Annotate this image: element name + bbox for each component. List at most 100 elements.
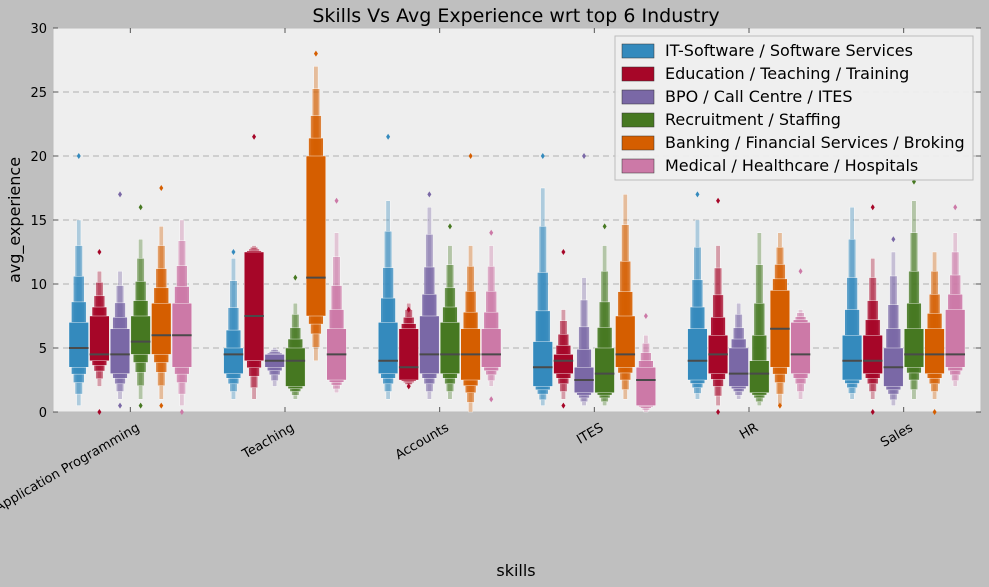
boxen-group <box>223 249 244 400</box>
legend-swatch <box>621 66 655 82</box>
y-tick-label: 0 <box>39 406 47 421</box>
legend-entry-label: BPO / Call Centre / ITES <box>665 87 853 106</box>
boxen-group <box>326 197 347 394</box>
outlier-point <box>540 153 545 159</box>
boxen-group <box>903 178 924 400</box>
boxen-box <box>110 328 131 374</box>
legend-entry-label: Education / Teaching / Training <box>665 64 909 83</box>
outlier-point <box>891 236 896 243</box>
boxen-box <box>89 315 110 361</box>
outlier-point <box>695 191 700 198</box>
boxen-group <box>749 232 770 406</box>
boxen-group <box>151 185 172 409</box>
y-tick-label: 10 <box>30 278 47 293</box>
y-tick-label: 25 <box>30 86 47 101</box>
outlier-point <box>406 383 411 390</box>
boxen-group <box>769 232 790 409</box>
boxen-group <box>378 133 399 400</box>
boxen-box <box>790 322 811 374</box>
y-tick-label: 30 <box>30 22 47 37</box>
outlier-point <box>561 402 566 409</box>
boxen-group <box>862 204 883 415</box>
boxen-box <box>398 328 419 381</box>
outlier-point <box>293 274 298 281</box>
boxen-group <box>615 194 636 400</box>
boxen-box <box>594 347 615 393</box>
boxen-box <box>903 328 924 368</box>
outlier-point <box>716 409 721 415</box>
boxen-group <box>481 229 502 403</box>
outlier-point <box>777 402 782 409</box>
boxen-box <box>553 354 574 374</box>
boxen-group <box>687 191 708 400</box>
legend-swatch <box>621 135 655 151</box>
outlier-point <box>76 153 81 159</box>
boxen-group <box>130 204 151 409</box>
boxen-box <box>532 341 553 387</box>
chart-title: Skills Vs Avg Experience wrt top 6 Indus… <box>312 5 719 27</box>
boxen-box <box>862 335 883 374</box>
outlier-point <box>932 409 937 415</box>
outlier-point <box>118 191 123 198</box>
boxen-box <box>615 315 636 368</box>
outlier-point <box>489 229 494 236</box>
boxen-box <box>439 322 460 374</box>
boxen-group <box>244 133 265 400</box>
boxen-box <box>378 322 399 374</box>
outlier-point <box>159 185 164 191</box>
boxen-group <box>171 219 192 415</box>
boxen-group <box>439 223 460 400</box>
y-axis-label: avg_experience <box>5 157 25 283</box>
legend-entry-label: Medical / Healthcare / Hospitals <box>665 156 918 175</box>
outlier-point <box>386 133 391 140</box>
boxen-box <box>924 328 945 374</box>
boxen-series <box>68 50 966 415</box>
boxen-box <box>749 360 770 393</box>
boxen-box <box>945 309 966 368</box>
legend-entry-label: IT-Software / Software Services <box>665 41 913 60</box>
outlier-point <box>953 204 958 211</box>
outlier-point <box>334 197 339 204</box>
outlier-point <box>602 223 607 230</box>
outlier-point <box>97 409 102 415</box>
outlier-point <box>798 268 803 275</box>
boxen-box <box>68 322 89 368</box>
boxen-group <box>945 204 966 387</box>
legend-swatch <box>621 43 655 59</box>
outlier-point <box>870 409 875 415</box>
boxen-box <box>481 328 502 368</box>
boxen-group <box>285 274 306 400</box>
outlier-point <box>159 402 164 409</box>
outlier-point <box>582 153 587 159</box>
outlier-point <box>313 50 318 57</box>
outlier-point <box>643 313 648 319</box>
legend-entry-label: Banking / Financial Services / Broking <box>665 133 965 152</box>
boxen-box <box>305 155 326 317</box>
outlier-point <box>716 197 721 204</box>
boxen-group <box>594 223 615 406</box>
boxen-box <box>130 315 151 355</box>
boxen-box <box>244 251 265 362</box>
boxen-box <box>151 303 172 355</box>
legend: IT-Software / Software Services Education… <box>614 35 974 181</box>
boxen-group <box>553 249 574 409</box>
outlier-point <box>489 396 494 403</box>
boxen-box <box>419 315 440 374</box>
outlier-point <box>231 249 236 255</box>
legend-swatch <box>621 89 655 105</box>
outlier-point <box>406 306 411 313</box>
legend-entry-label: Recruitment / Staffing <box>665 110 841 129</box>
outlier-point <box>138 204 143 211</box>
boxen-group <box>842 206 863 400</box>
boxen-group <box>790 268 811 400</box>
boxen-group <box>419 191 440 400</box>
legend-swatch <box>621 112 655 128</box>
boxen-box <box>728 347 749 387</box>
outlier-point <box>118 402 123 409</box>
boxen-box <box>223 347 244 374</box>
boxen-group <box>532 153 553 406</box>
boxen-group <box>708 197 729 415</box>
boxen-group <box>68 153 89 406</box>
boxen-group <box>883 236 904 406</box>
outlier-point <box>252 133 257 140</box>
